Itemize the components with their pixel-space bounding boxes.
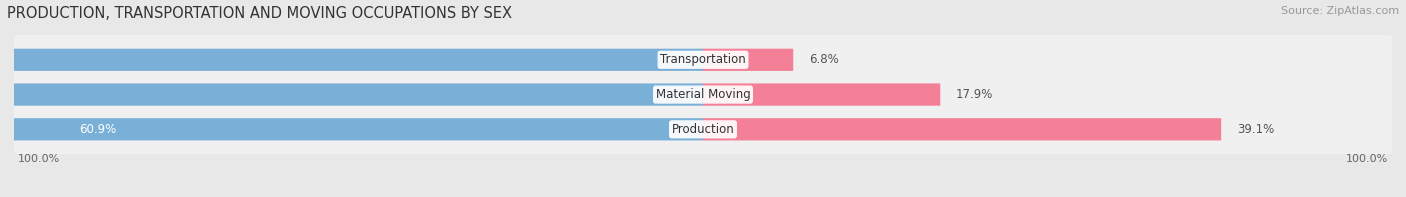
Text: 17.9%: 17.9% [956,88,994,101]
Text: Production: Production [672,123,734,136]
Text: 60.9%: 60.9% [79,123,117,136]
FancyBboxPatch shape [13,35,1393,85]
Text: PRODUCTION, TRANSPORTATION AND MOVING OCCUPATIONS BY SEX: PRODUCTION, TRANSPORTATION AND MOVING OC… [7,6,512,21]
FancyBboxPatch shape [703,49,793,71]
Text: Material Moving: Material Moving [655,88,751,101]
FancyBboxPatch shape [703,84,941,106]
FancyBboxPatch shape [13,70,1393,119]
Text: 39.1%: 39.1% [1237,123,1274,136]
FancyBboxPatch shape [703,118,1222,140]
FancyBboxPatch shape [13,105,1393,154]
Text: 6.8%: 6.8% [808,53,839,66]
FancyBboxPatch shape [0,84,703,106]
Text: 100.0%: 100.0% [1346,154,1388,164]
Text: Transportation: Transportation [661,53,745,66]
FancyBboxPatch shape [0,49,703,71]
Text: 100.0%: 100.0% [18,154,60,164]
FancyBboxPatch shape [0,118,703,140]
Text: Source: ZipAtlas.com: Source: ZipAtlas.com [1281,6,1399,16]
